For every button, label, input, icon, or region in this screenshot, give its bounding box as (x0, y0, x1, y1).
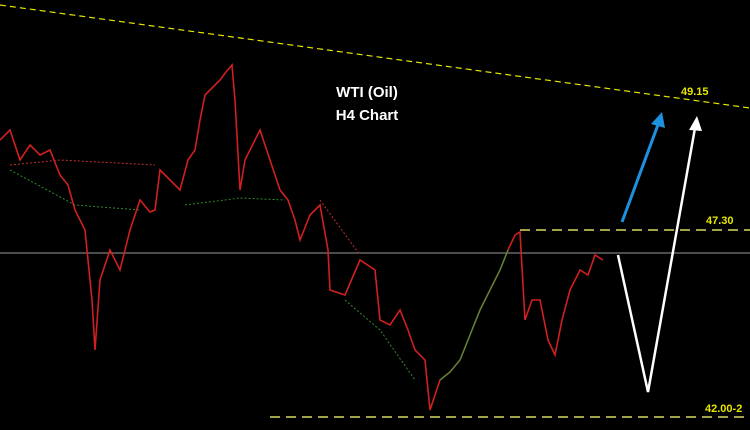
bullish-arrow (620, 121, 661, 223)
pattern-line (319, 199, 361, 256)
pattern-line (9, 169, 141, 211)
arrow-head (689, 116, 702, 131)
price-path (0, 63, 604, 411)
level-label: 49.15 (681, 86, 709, 98)
chart-subtitle: H4 Chart (336, 107, 399, 124)
level-label: 47.30 (706, 215, 734, 227)
arrow-head (651, 112, 665, 128)
trendline (0, 4, 750, 109)
pattern-line (9, 159, 156, 166)
pattern-line (184, 197, 286, 206)
level-label: 42.00-2 (705, 403, 742, 415)
price-path-up (439, 249, 509, 381)
scenario-arrow (616, 127, 697, 393)
chart-title: WTI (Oil) (336, 84, 398, 101)
